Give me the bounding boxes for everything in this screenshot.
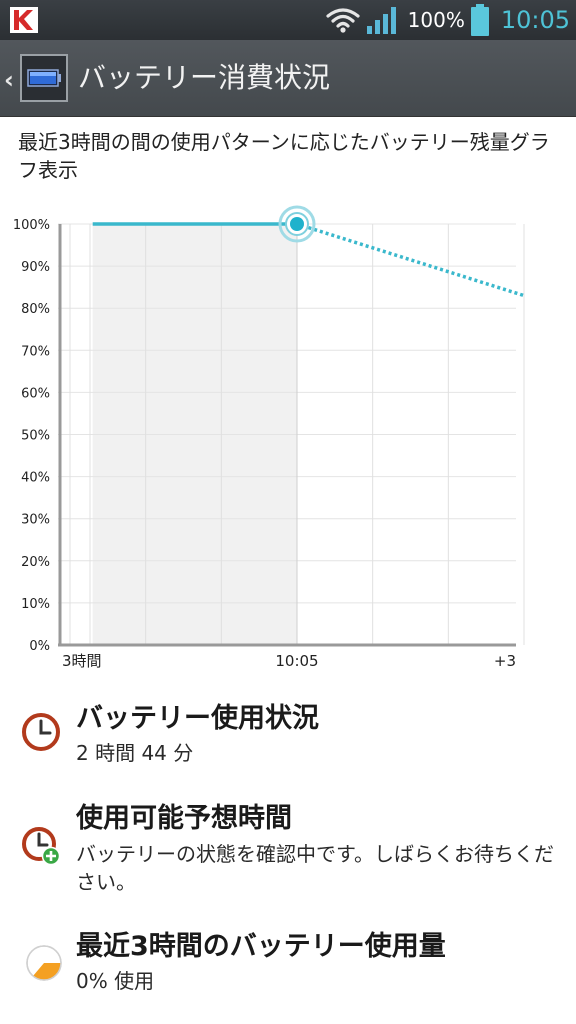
y-tick-label: 70% (21, 344, 50, 359)
battery-usage-value: 2 時間 44 分 (76, 741, 194, 765)
back-button[interactable]: ‹ (0, 40, 72, 116)
action-bar: ‹ バッテリー消費状況 (0, 40, 576, 117)
battery-level-chart: 100% 90% 80% 70% 60% 50% 40% 30% 20% 10% 0% 3時間 10:0… (13, 205, 525, 670)
x-tick-label: 3時間 (62, 652, 102, 670)
x-tick-label: +3 (494, 652, 516, 670)
y-tick-label: 20% (21, 555, 50, 570)
battery-usage-title: バッテリー使用状況 (76, 703, 319, 734)
y-tick-label: 90% (21, 260, 50, 275)
y-tick-label: 60% (21, 386, 50, 401)
wifi-icon (326, 8, 360, 33)
estimated-time-title: 使用可能予想時間 (76, 803, 292, 834)
y-tick-label: 40% (21, 471, 50, 486)
y-tick-label: 50% (21, 429, 50, 444)
pie-chart-icon (26, 945, 62, 981)
y-tick-label: 10% (21, 597, 50, 612)
estimated-time-status: バッテリーの状態を確認中です。しばらくお待ちください。 (76, 842, 554, 894)
battery-icon (470, 4, 489, 36)
x-tick-label: 10:05 (275, 652, 318, 670)
back-chevron-icon: ‹ (4, 66, 14, 94)
y-tick-label: 80% (21, 302, 50, 317)
y-tick-label: 100% (13, 218, 50, 233)
graph-description: 最近3時間の間の使用パターンに応じたバッテリー残量グラフ表示 (18, 130, 550, 182)
y-tick-label: 30% (21, 513, 50, 528)
recent-usage-title: 最近3時間のバッテリー使用量 (76, 931, 446, 962)
clock-icon (22, 713, 60, 751)
current-point (290, 217, 304, 231)
kaspersky-logo-icon (10, 7, 38, 33)
battery-percent: 100% (407, 8, 465, 32)
status-clock: 10:05 (500, 6, 570, 34)
current-point-ring (278, 205, 316, 243)
signal-icon (366, 7, 396, 34)
forecast-line (296, 222, 525, 298)
battery-app-icon (20, 54, 68, 102)
status-bar: 100% 10:05 (0, 0, 576, 40)
clock-add-icon (22, 827, 61, 866)
page-title: バッテリー消費状況 (78, 61, 331, 94)
y-tick-label: 0% (29, 639, 50, 654)
recent-usage-value: 0% 使用 (76, 969, 155, 993)
